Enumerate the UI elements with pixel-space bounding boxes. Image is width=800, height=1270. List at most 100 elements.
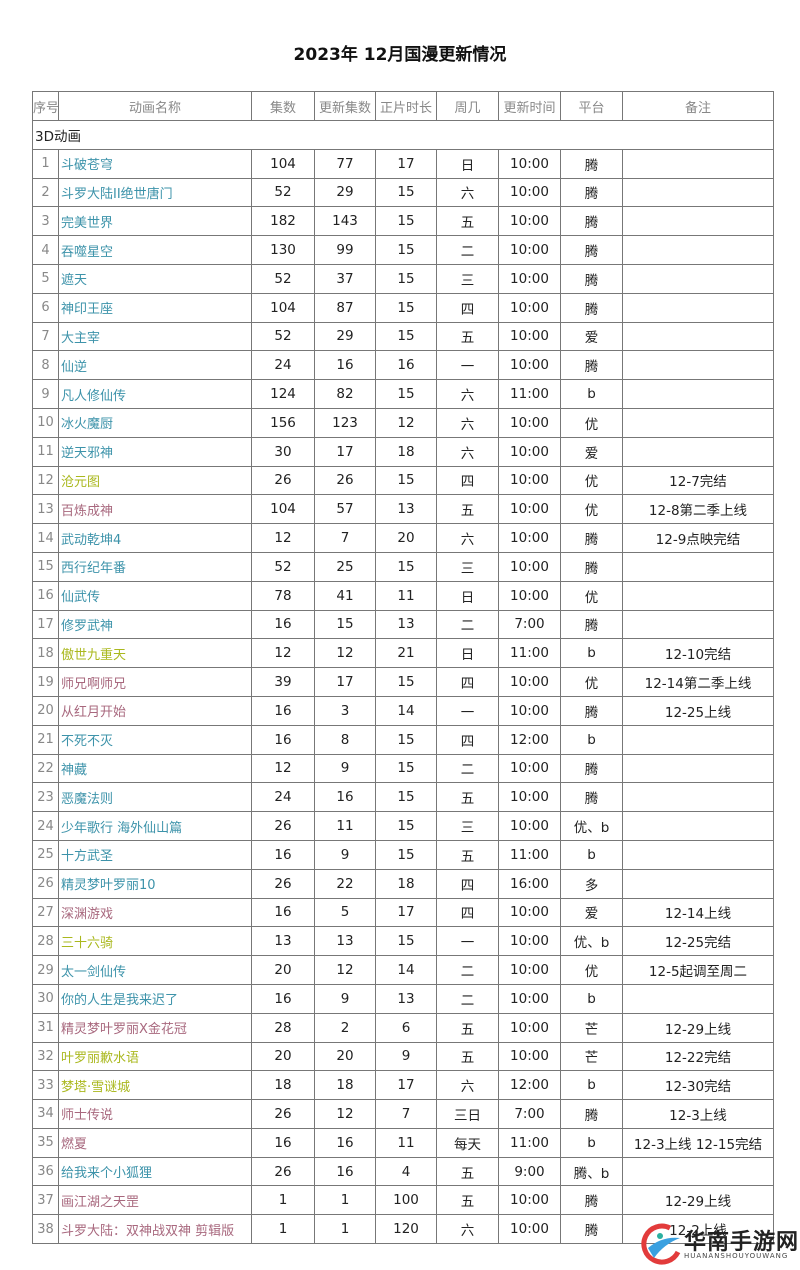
watermark-logo: 华南手游网 HUANANSHOUYOUWANG — [640, 1222, 800, 1266]
anime-name-cell: 神印王座 — [58, 292, 252, 323]
episode-length-cell: 17 — [375, 897, 437, 928]
section-row: 3D动画 — [32, 120, 774, 150]
episode-length-cell: 13 — [375, 983, 437, 1014]
anime-name-cell: 冰火魔厨 — [58, 407, 252, 438]
episode-length-cell: 17 — [375, 1070, 437, 1101]
episode-length-cell: 18 — [375, 868, 437, 899]
row-number-cell: 16 — [32, 580, 59, 611]
section-label: 3D动画 — [32, 120, 774, 150]
update-time-cell: 10:00 — [498, 321, 561, 352]
platform-cell: 优 — [560, 667, 623, 697]
table-row: 3 完美世界 182 143 15 五 10:00 腾 — [32, 206, 774, 237]
anime-name-cell: 斗罗大陆II绝世唐门 — [58, 177, 252, 208]
updated-episodes-cell: 16 — [314, 350, 376, 381]
episode-count-cell: 182 — [251, 206, 315, 237]
table-row: 16 仙武传 78 41 11 日 10:00 优 — [32, 580, 774, 611]
episode-count-cell: 16 — [251, 897, 315, 928]
note-cell — [622, 292, 774, 323]
row-number-cell: 9 — [32, 379, 59, 409]
row-number-cell: 17 — [32, 609, 59, 640]
platform-cell: 腾 — [560, 782, 623, 813]
note-cell: 12-14第二季上线 — [622, 667, 774, 697]
platform-cell: 优 — [560, 580, 623, 611]
platform-cell: 爱 — [560, 436, 623, 467]
weekday-cell: 四 — [436, 897, 499, 928]
episode-length-cell: 13 — [375, 494, 437, 525]
episode-count-cell: 28 — [251, 1012, 315, 1043]
table-row: 30 你的人生是我来迟了 16 9 13 二 10:00 b — [32, 983, 774, 1014]
update-time-cell: 10:00 — [498, 1012, 561, 1043]
watermark-subtext: HUANANSHOUYOUWANG — [684, 1252, 789, 1260]
episode-length-cell: 15 — [375, 782, 437, 813]
row-number-cell: 33 — [32, 1070, 59, 1101]
table-row: 28 三十六骑 13 13 15 一 10:00 优、b 12-25完结 — [32, 926, 774, 957]
table-row: 2 斗罗大陆II绝世唐门 52 29 15 六 10:00 腾 — [32, 177, 774, 208]
updated-episodes-cell: 57 — [314, 494, 376, 525]
table-row: 35 燃夏 16 16 11 每天 11:00 b 12-3上线 12-15完结 — [32, 1127, 774, 1158]
platform-cell: b — [560, 638, 623, 669]
updated-episodes-cell: 87 — [314, 292, 376, 323]
header-row: 序号 动画名称 集数 更新集数 正片时长 周几 更新时间 平台 备注 — [32, 91, 774, 121]
note-cell — [622, 436, 774, 467]
note-cell: 12-3上线 — [622, 1099, 774, 1129]
episode-length-cell: 11 — [375, 580, 437, 611]
episode-count-cell: 16 — [251, 609, 315, 640]
platform-cell: 芒 — [560, 1012, 623, 1043]
update-time-cell: 10:00 — [498, 897, 561, 928]
update-time-cell: 10:00 — [498, 436, 561, 467]
episode-count-cell: 16 — [251, 724, 315, 755]
table-row: 21 不死不灭 16 8 15 四 12:00 b — [32, 724, 774, 755]
platform-cell: b — [560, 379, 623, 409]
note-cell — [622, 379, 774, 409]
anime-name-cell: 师兄啊师兄 — [58, 667, 252, 697]
episode-count-cell: 20 — [251, 955, 315, 985]
update-time-cell: 12:00 — [498, 724, 561, 755]
header-no: 序号 — [32, 91, 59, 121]
episode-length-cell: 9 — [375, 1041, 437, 1072]
episode-length-cell: 120 — [375, 1214, 437, 1245]
row-number-cell: 12 — [32, 465, 59, 496]
episode-count-cell: 26 — [251, 1156, 315, 1187]
row-number-cell: 13 — [32, 494, 59, 525]
platform-cell: 腾 — [560, 206, 623, 237]
anime-name-cell: 恶魔法则 — [58, 782, 252, 813]
weekday-cell: 二 — [436, 983, 499, 1014]
episode-length-cell: 6 — [375, 1012, 437, 1043]
episode-count-cell: 52 — [251, 177, 315, 208]
updated-episodes-cell: 3 — [314, 695, 376, 726]
episode-count-cell: 52 — [251, 321, 315, 352]
table-row: 7 大主宰 52 29 15 五 10:00 爱 — [32, 321, 774, 352]
row-number-cell: 15 — [32, 551, 59, 582]
episode-length-cell: 15 — [375, 839, 437, 870]
note-cell: 12-3上线 12-15完结 — [622, 1127, 774, 1158]
episode-length-cell: 14 — [375, 955, 437, 985]
update-time-cell: 10:00 — [498, 407, 561, 438]
episode-length-cell: 21 — [375, 638, 437, 669]
episode-count-cell: 1 — [251, 1185, 315, 1216]
updated-episodes-cell: 12 — [314, 638, 376, 669]
anime-name-cell: 西行纪年番 — [58, 551, 252, 582]
episode-count-cell: 52 — [251, 263, 315, 294]
row-number-cell: 7 — [32, 321, 59, 352]
row-number-cell: 26 — [32, 868, 59, 899]
weekday-cell: 一 — [436, 695, 499, 726]
episode-count-cell: 24 — [251, 350, 315, 381]
updated-episodes-cell: 20 — [314, 1041, 376, 1072]
update-time-cell: 11:00 — [498, 638, 561, 669]
weekday-cell: 四 — [436, 868, 499, 899]
table-row: 11 逆天邪神 30 17 18 六 10:00 爱 — [32, 436, 774, 467]
episode-length-cell: 16 — [375, 350, 437, 381]
anime-name-cell: 给我来个小狐狸 — [58, 1156, 252, 1187]
anime-name-cell: 遮天 — [58, 263, 252, 294]
updated-episodes-cell: 16 — [314, 1127, 376, 1158]
weekday-cell: 五 — [436, 1156, 499, 1187]
episode-length-cell: 7 — [375, 1099, 437, 1129]
row-number-cell: 20 — [32, 695, 59, 726]
row-number-cell: 29 — [32, 955, 59, 985]
episode-count-cell: 12 — [251, 753, 315, 784]
weekday-cell: 六 — [436, 177, 499, 208]
update-time-cell: 10:00 — [498, 292, 561, 323]
episode-length-cell: 15 — [375, 724, 437, 755]
row-number-cell: 25 — [32, 839, 59, 870]
updated-episodes-cell: 17 — [314, 436, 376, 467]
